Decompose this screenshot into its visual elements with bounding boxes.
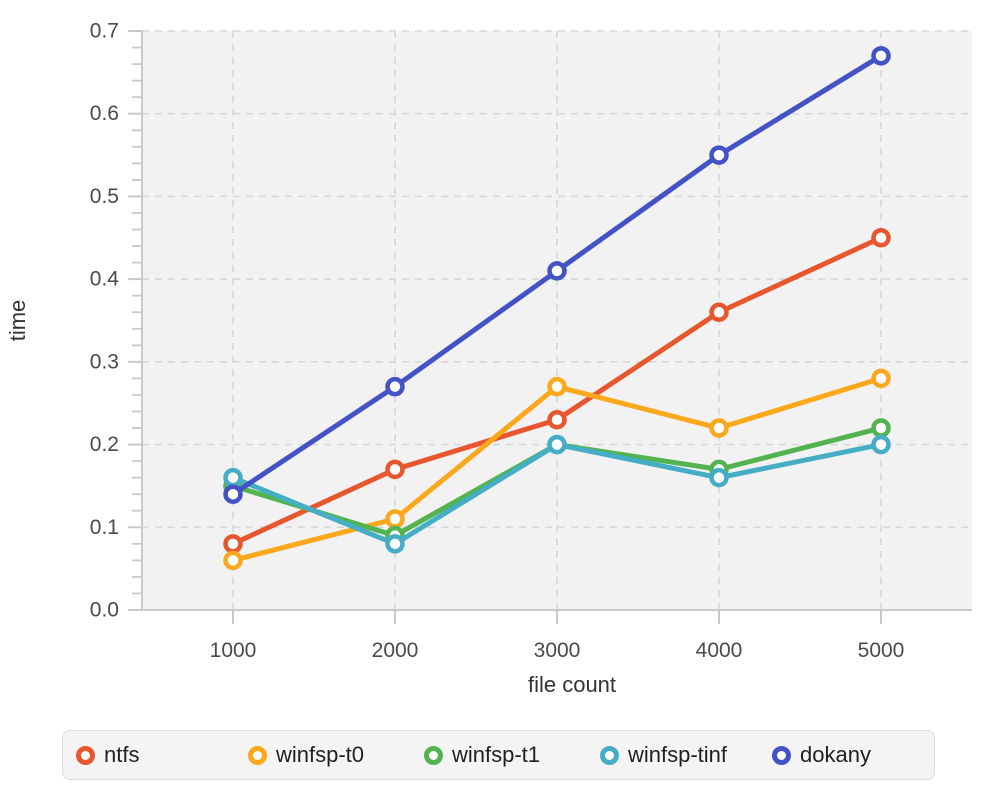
data-point-winfsp-t0-4000 [709, 418, 729, 438]
y-axis-tick-label: 0.1 [90, 516, 119, 539]
legend-item-winfsp-t0: winfsp-t0 [248, 744, 424, 766]
data-point-winfsp-tinf-4000 [709, 467, 729, 488]
legend-label-winfsp-tinf: winfsp-tinf [628, 742, 728, 767]
data-point-winfsp-tinf-3000 [547, 434, 567, 455]
legend-label-ntfs: ntfs [104, 742, 140, 767]
legend-item-winfsp-t1: winfsp-t1 [424, 744, 600, 766]
data-point-dokany-4000 [709, 145, 729, 165]
series-winfsp-tinf [223, 434, 891, 554]
y-axis-tick-label: 0.2 [90, 433, 119, 456]
data-point-dokany-5000 [871, 46, 891, 66]
y-axis-tick-label: 0.5 [90, 185, 119, 208]
legend-ring-icon-ntfs [76, 745, 95, 765]
x-axis-tick-label: 1000 [210, 639, 257, 662]
y-axis-tick-label: 0.7 [90, 20, 119, 43]
y-axis-tick-label: 0.3 [90, 350, 119, 373]
data-point-winfsp-t0-3000 [547, 376, 567, 397]
legend-item-ntfs: ntfs [76, 744, 248, 766]
series-winfsp-t0 [223, 368, 891, 571]
y-axis-tick-label: 0.0 [90, 599, 119, 622]
data-point-dokany-3000 [547, 261, 567, 281]
x-axis-tick-label: 4000 [696, 639, 743, 662]
data-point-winfsp-t0-2000 [385, 509, 405, 529]
data-point-ntfs-3000 [547, 410, 567, 430]
series-dokany [223, 46, 891, 504]
data-point-winfsp-tinf-2000 [385, 534, 405, 554]
y-axis-title: time [5, 300, 30, 342]
data-point-winfsp-t0-5000 [871, 368, 891, 389]
x-axis-tick-label: 2000 [372, 639, 419, 662]
legend-ring-icon-winfsp-tinf [600, 745, 619, 765]
data-point-winfsp-tinf-1000 [223, 467, 243, 488]
data-point-ntfs-2000 [385, 459, 405, 480]
data-point-dokany-2000 [385, 376, 405, 397]
y-axis-tick-label: 0.6 [90, 102, 119, 125]
data-point-winfsp-tinf-5000 [871, 434, 891, 455]
data-point-ntfs-4000 [709, 302, 729, 322]
data-point-winfsp-t0-1000 [223, 550, 243, 571]
data-point-dokany-1000 [223, 484, 243, 504]
x-axis-tick-label: 3000 [534, 639, 581, 662]
legend-label-winfsp-t1: winfsp-t1 [452, 742, 541, 767]
data-point-ntfs-1000 [223, 534, 243, 554]
data-point-winfsp-t1-5000 [871, 418, 891, 438]
legend-ring-icon-dokany [772, 745, 791, 765]
series-ntfs [223, 228, 891, 554]
legend-label-dokany: dokany [800, 742, 871, 767]
legend-item-dokany: dokany [772, 744, 934, 766]
legend-ring-icon-winfsp-t0 [248, 745, 267, 765]
y-axis-tick-label: 0.4 [90, 268, 120, 291]
x-axis-tick-label: 5000 [858, 639, 905, 662]
legend-ring-icon-winfsp-t1 [424, 745, 443, 765]
legend-label-winfsp-t0: winfsp-t0 [276, 742, 365, 767]
data-point-ntfs-5000 [871, 228, 891, 248]
chart-legend: ntfs winfsp-t0 winfsp-t1 winfsp-tinf dokany [62, 730, 935, 780]
legend-item-winfsp-tinf: winfsp-tinf [600, 744, 772, 766]
x-axis-title: file count [528, 672, 616, 697]
